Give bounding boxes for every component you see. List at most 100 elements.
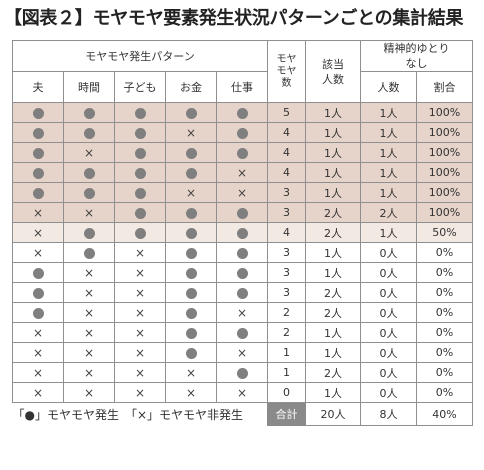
occurred-dot-icon	[134, 127, 146, 139]
leeway-rate-cell: 0%	[416, 322, 473, 343]
mark-money	[165, 162, 217, 183]
not-occurred-cross-icon: ×	[185, 365, 197, 380]
applicable-people-cell: 2人	[305, 222, 361, 243]
mark-money	[165, 282, 217, 303]
mark-husband: ×	[12, 202, 64, 223]
table-row: × × × × × 0 1人 0人 0%	[12, 382, 473, 403]
mark-work	[216, 362, 268, 383]
mark-time	[63, 222, 115, 243]
leeway-rate-cell: 100%	[416, 142, 473, 163]
leeway-rate-cell: 0%	[416, 302, 473, 323]
occurred-dot-icon	[185, 107, 197, 119]
occurred-dot-icon	[32, 127, 44, 139]
mark-money	[165, 302, 217, 323]
not-occurred-cross-icon: ×	[185, 125, 197, 140]
applicable-people-cell: 1人	[305, 182, 361, 203]
mark-work	[216, 222, 268, 243]
mark-work	[216, 262, 268, 283]
leeway-people-cell: 1人	[360, 122, 417, 143]
leeway-people-cell: 0人	[360, 262, 417, 283]
not-occurred-cross-icon: ×	[134, 285, 146, 300]
table-row: × × × × 1 2人 0人 0%	[12, 362, 473, 383]
occurred-dot-icon	[236, 267, 248, 279]
table-row: × × × 2 1人 0人 0%	[12, 322, 473, 343]
mark-husband	[12, 122, 64, 143]
mark-husband	[12, 142, 64, 163]
mark-money: ×	[165, 382, 217, 403]
mark-time: ×	[63, 142, 115, 163]
not-occurred-cross-icon: ×	[236, 165, 248, 180]
not-occurred-cross-icon: ×	[236, 305, 248, 320]
applicable-people-cell: 1人	[305, 342, 361, 363]
mark-time: ×	[63, 342, 115, 363]
not-occurred-cross-icon: ×	[134, 305, 146, 320]
leeway-rate-cell: 0%	[416, 262, 473, 283]
applicable-people-cell: 1人	[305, 102, 361, 123]
table-row: × 4 2人 1人 50%	[12, 222, 473, 243]
mark-time: ×	[63, 362, 115, 383]
leeway-rate-cell: 100%	[416, 122, 473, 143]
not-occurred-cross-icon: ×	[83, 265, 95, 280]
count-cell: 4	[267, 162, 306, 183]
mark-money: ×	[165, 122, 217, 143]
leeway-people-cell: 0人	[360, 342, 417, 363]
not-occurred-cross-icon: ×	[134, 365, 146, 380]
occurred-dot-icon	[236, 367, 248, 379]
mark-children	[114, 122, 166, 143]
factor-header-money: お金	[165, 71, 217, 103]
mark-time: ×	[63, 282, 115, 303]
mark-husband: ×	[12, 242, 64, 263]
occurred-dot-icon	[185, 167, 197, 179]
leeway-people-cell: 0人	[360, 322, 417, 343]
factor-header-children: 子ども	[114, 71, 166, 103]
occurred-dot-icon	[134, 107, 146, 119]
mark-time: ×	[63, 382, 115, 403]
mark-work: ×	[216, 302, 268, 323]
count-cell: 2	[267, 322, 306, 343]
mark-money	[165, 242, 217, 263]
mark-children	[114, 182, 166, 203]
applicable-people-cell: 1人	[305, 162, 361, 183]
applicable-people-cell: 2人	[305, 282, 361, 303]
not-occurred-cross-icon: ×	[134, 385, 146, 400]
table-row: × 4 1人 1人 100%	[12, 162, 473, 183]
occurred-dot-icon	[236, 207, 248, 219]
occurred-dot-icon	[236, 287, 248, 299]
occurred-dot-icon	[185, 347, 197, 359]
not-occurred-cross-icon: ×	[134, 265, 146, 280]
count-header: モヤ モヤ 数	[267, 40, 306, 103]
occurred-dot-icon	[185, 227, 197, 239]
occurred-dot-icon	[83, 227, 95, 239]
mark-work	[216, 242, 268, 263]
total-people: 20人	[305, 402, 361, 426]
occurred-dot-icon	[134, 187, 146, 199]
count-cell: 3	[267, 242, 306, 263]
occurred-dot-icon	[83, 127, 95, 139]
mark-money	[165, 102, 217, 123]
pattern-group-header: モヤモヤ発生パターン	[12, 40, 268, 72]
mark-time: ×	[63, 202, 115, 223]
leeway-people-cell: 1人	[360, 102, 417, 123]
mark-time	[63, 242, 115, 263]
occurred-dot-icon	[32, 107, 44, 119]
not-occurred-cross-icon: ×	[236, 345, 248, 360]
not-occurred-cross-icon: ×	[134, 245, 146, 260]
mark-money	[165, 202, 217, 223]
mark-work: ×	[216, 162, 268, 183]
table-row: × × 3 1人 0人 0%	[12, 242, 473, 263]
mark-work	[216, 102, 268, 123]
leeway-header: 精神的ゆとり なし	[360, 40, 473, 72]
mark-money: ×	[165, 182, 217, 203]
leeway-people-header: 人数	[360, 71, 417, 103]
not-occurred-cross-icon: ×	[83, 345, 95, 360]
not-occurred-cross-icon: ×	[185, 385, 197, 400]
mark-children: ×	[114, 242, 166, 263]
applicable-people-cell: 1人	[305, 322, 361, 343]
applicable-people-cell: 1人	[305, 242, 361, 263]
occurred-dot-icon	[185, 287, 197, 299]
applicable-people-cell: 1人	[305, 122, 361, 143]
total-leeway-people: 8人	[360, 402, 417, 426]
occurred-dot-icon	[32, 267, 44, 279]
figure-title: 【図表２】モヤモヤ要素発生状況パターンごとの集計結果	[4, 8, 464, 29]
occurred-dot-icon	[185, 207, 197, 219]
